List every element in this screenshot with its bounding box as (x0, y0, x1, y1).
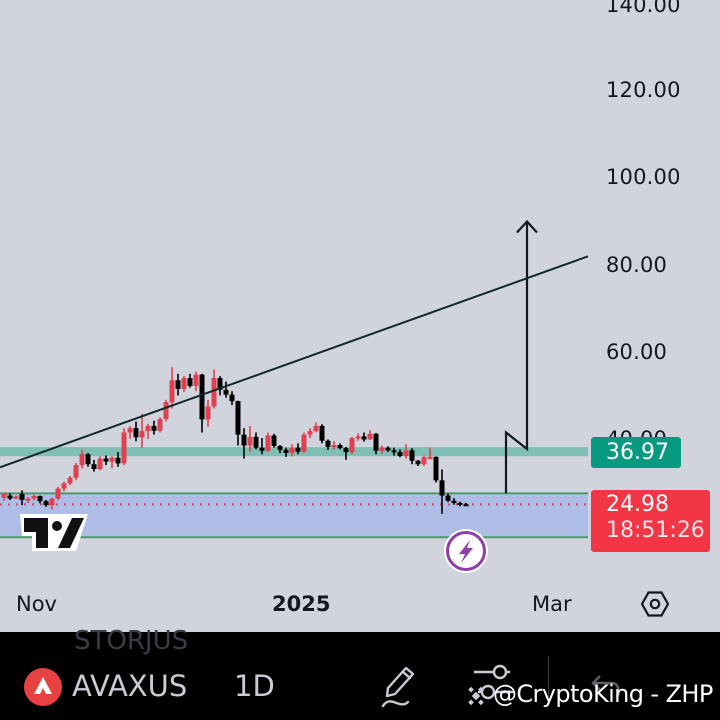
resistance-price-tag: 36.97 (591, 437, 681, 468)
y-axis-label: 140.00 (606, 0, 681, 17)
x-axis-label: 2025 (272, 592, 331, 616)
x-axis-label: Nov (16, 592, 57, 616)
lightning-alert-icon[interactable] (444, 529, 488, 573)
bottom-toolbar: STORJUS AVAXUS 1D @CryptoKing - ZHP (0, 626, 720, 720)
x-axis-label: Mar (532, 592, 572, 616)
toolbar-divider (548, 656, 549, 698)
symbol-selector[interactable]: AVAXUS (72, 669, 188, 703)
y-axis-label: 60.00 (606, 340, 668, 364)
last-price-value: 24.98 (606, 492, 669, 517)
watermark-text: @CryptoKing - ZHP (493, 680, 713, 708)
resistance-price-value: 36.97 (606, 440, 669, 465)
binance-logo-icon (462, 682, 490, 714)
interval-selector[interactable]: 1D (234, 669, 275, 703)
indicator-settings-icon[interactable] (470, 662, 518, 706)
support-zone[interactable] (0, 492, 588, 539)
chart-area[interactable]: 140.00 120.00 100.00 80.00 60.00 40.00 3… (0, 0, 720, 632)
drawing-pencil-icon[interactable] (380, 662, 422, 712)
previous-symbol-ghost: STORJUS (74, 626, 189, 656)
chart-settings-icon[interactable] (640, 591, 670, 617)
y-axis-label: 80.00 (606, 253, 668, 277)
undo-icon[interactable] (590, 670, 626, 704)
y-axis-label: 100.00 (606, 165, 681, 189)
bar-countdown: 18:51:26 (606, 518, 705, 543)
drawing-tools[interactable] (0, 219, 589, 494)
avax-logo-icon (24, 668, 62, 706)
price-chart[interactable] (0, 0, 720, 632)
y-axis-label: 120.00 (606, 78, 681, 102)
last-price-tag: 24.98 18:51:26 (591, 490, 710, 552)
tradingview-logo-icon[interactable] (20, 514, 88, 551)
candlestick-series (1, 367, 469, 514)
